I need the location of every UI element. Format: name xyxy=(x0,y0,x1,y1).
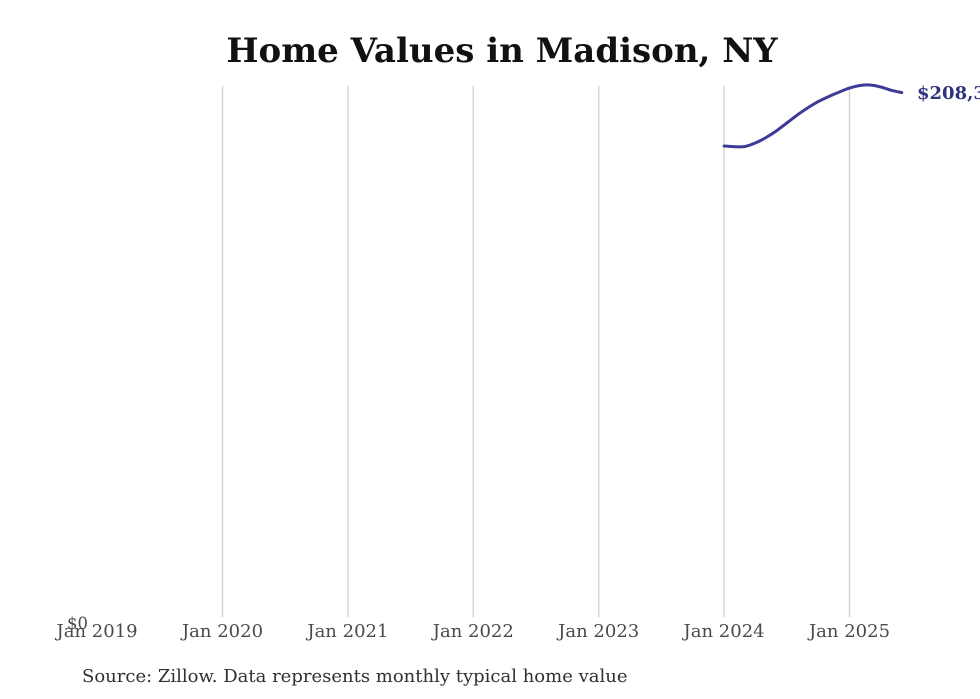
x-tick-label: Jan 2019 xyxy=(55,621,138,642)
chart-title: Home Values in Madison, NY xyxy=(226,31,778,71)
x-axis-tick-labels: Jan 2019 Jan 2020 Jan 2021 Jan 2022 Jan 2023… xyxy=(55,621,890,642)
x-tick-label: Jan 2020 xyxy=(180,621,263,642)
gridlines-group xyxy=(221,86,851,617)
x-tick-label: Jan 2025 xyxy=(807,621,890,642)
x-tick-label: Jan 2022 xyxy=(431,621,514,642)
y-tick-label-zero: $0 xyxy=(67,614,88,633)
x-tick-label: Jan 2023 xyxy=(556,621,639,642)
x-tick-label: Jan 2024 xyxy=(682,621,765,642)
end-value-label: $208,3 xyxy=(917,83,980,104)
source-note: Source: Zillow. Data represents monthly … xyxy=(82,666,628,687)
series-line xyxy=(722,83,904,149)
x-tick-label: Jan 2021 xyxy=(305,621,388,642)
